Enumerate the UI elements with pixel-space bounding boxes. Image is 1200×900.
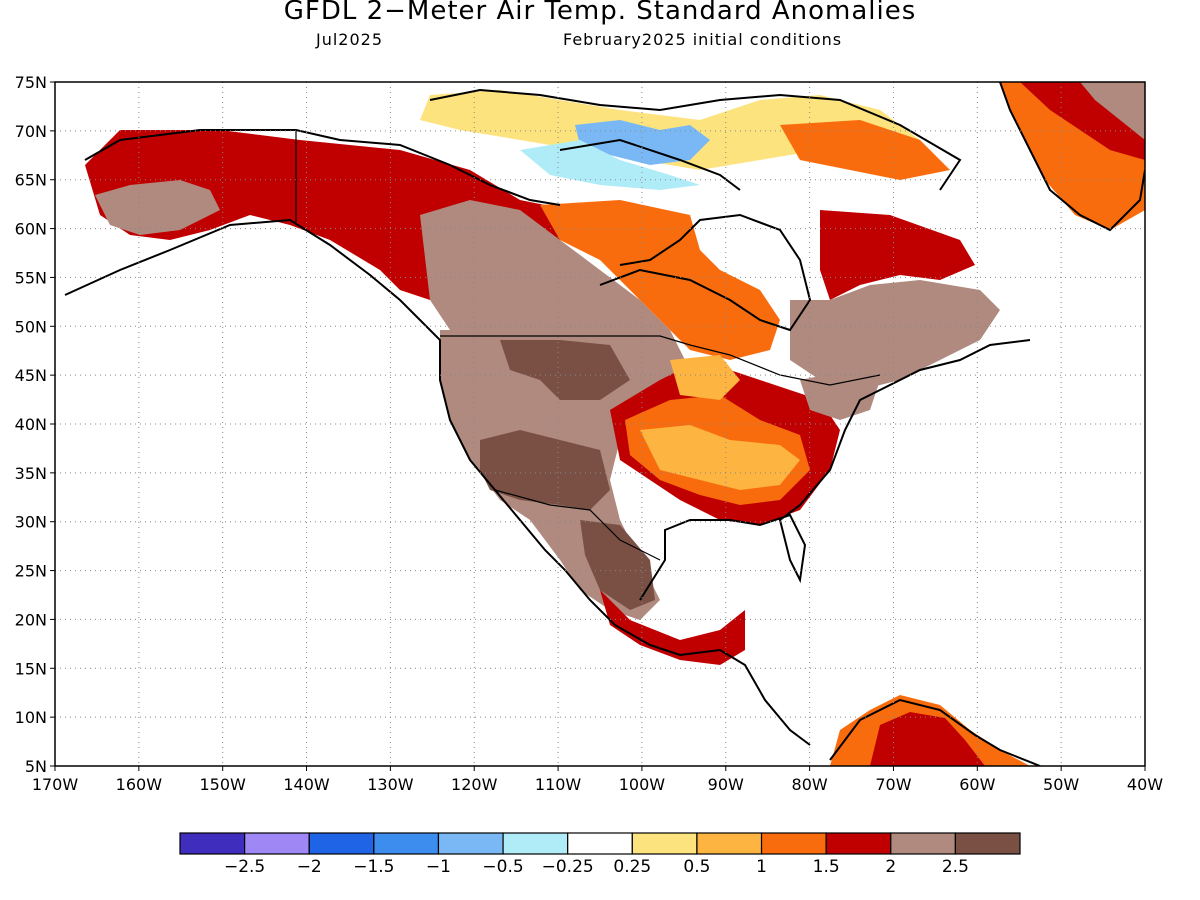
lat-tick-label: 15N	[15, 659, 47, 678]
lat-tick-label: 20N	[15, 610, 47, 629]
anomaly-region-central-america	[600, 590, 745, 665]
colorbar-swatch	[179, 832, 246, 855]
colorbar-label: 0.25	[613, 857, 651, 877]
colorbar-swatch	[567, 832, 633, 855]
coastline-greenland	[999, 82, 1145, 232]
latitude-labels: 75N 70N 65N 60N 55N 50N 45N 40N 35N 30N 25N 20N 15N 1…	[15, 73, 47, 776]
coastlines	[64, 82, 1145, 766]
lon-tick-label: 40W	[1127, 775, 1163, 794]
lat-tick-label: 40N	[15, 415, 47, 434]
anomaly-shading	[85, 82, 1145, 766]
colorbar-swatch	[825, 832, 892, 855]
colorbar-label: 2	[885, 857, 896, 877]
us-mexico-border	[494, 489, 661, 561]
colorbar-swatch	[308, 832, 375, 855]
colorbar-swatch	[373, 832, 440, 855]
colorbar-labels: −2.5 −2 −1.5 −1 −0.5 −0.25 0.25 0.5 1 1.5 2 2.5	[224, 857, 969, 877]
coastline-south-america	[829, 698, 1041, 766]
lon-tick-label: 50W	[1043, 775, 1079, 794]
lon-tick-label: 70W	[875, 775, 911, 794]
anomaly-region-southwest	[480, 430, 610, 510]
lat-tick-label: 45N	[15, 366, 47, 385]
lat-tick-label: 5N	[25, 757, 47, 776]
lon-tick-label: 150W	[200, 775, 247, 794]
colorbar-label: −0.25	[542, 857, 594, 877]
lon-tick-label: 140W	[283, 775, 330, 794]
lon-tick-label: 80W	[792, 775, 828, 794]
chart-title: GFDL 2−Meter Air Temp. Standard Anomalie…	[283, 0, 917, 26]
lon-tick-label: 160W	[116, 775, 163, 794]
lat-tick-label: 35N	[15, 464, 47, 483]
anomaly-region-upper-midwest	[670, 355, 740, 400]
anomaly-region-mexico	[580, 520, 655, 610]
lon-tick-label: 120W	[451, 775, 498, 794]
colorbar-label: 0.5	[683, 857, 710, 877]
anomaly-region-west-alaska	[95, 180, 220, 235]
colorbar-swatch	[890, 832, 956, 855]
colorbar	[179, 832, 1021, 855]
colorbar-swatch	[954, 832, 1021, 855]
lat-tick-label: 10N	[15, 708, 47, 727]
lat-tick-label: 70N	[15, 122, 47, 141]
lon-tick-label: 130W	[367, 775, 414, 794]
colorbar-swatch	[244, 832, 310, 855]
colorbar-swatch	[502, 832, 569, 855]
colorbar-label: −1	[426, 857, 451, 877]
lon-tick-label: 100W	[619, 775, 666, 794]
anomaly-region-arctic-orange	[780, 120, 950, 180]
anomaly-region-arctic-blue	[575, 120, 710, 165]
coastline-arctic-islands	[429, 88, 962, 191]
anomaly-region-rockies	[500, 340, 630, 400]
anomaly-region-eastern-canada	[790, 280, 1000, 390]
lon-tick-label: 60W	[959, 775, 995, 794]
lat-tick-label: 50N	[15, 317, 47, 336]
lat-tick-label: 30N	[15, 513, 47, 532]
lat-tick-label: 25N	[15, 562, 47, 581]
colorbar-label: 1.5	[813, 857, 840, 877]
coastline-north-america	[64, 213, 1031, 746]
anomaly-region-arctic-lightblue	[520, 140, 700, 190]
lat-tick-label: 65N	[15, 171, 47, 190]
us-canada-border	[440, 335, 881, 386]
lat-tick-label: 60N	[15, 220, 47, 239]
colorbar-swatch	[437, 832, 504, 855]
graticule	[50, 81, 1146, 771]
colorbar-swatch	[696, 832, 763, 855]
anomaly-region-south-america-red	[870, 712, 985, 766]
colorbar-label: −2	[297, 857, 322, 877]
colorbar-label: −0.5	[482, 857, 523, 877]
anomaly-region-quebec	[820, 210, 975, 300]
longitude-labels: 170W 160W 150W 140W 130W 120W 110W 100W 90W 80W 70…	[32, 775, 1163, 794]
map-frame	[54, 81, 1146, 767]
valid-month: Jul2025	[316, 30, 384, 49]
lon-tick-label: 110W	[535, 775, 582, 794]
lon-tick-label: 90W	[708, 775, 744, 794]
initial-conditions: February2025 initial conditions	[563, 30, 843, 49]
colorbar-swatch	[760, 832, 827, 855]
colorbar-swatch	[631, 832, 698, 855]
anomaly-region-hudson	[540, 200, 780, 360]
colorbar-label: −2.5	[224, 857, 265, 877]
lon-tick-label: 170W	[32, 775, 79, 794]
lat-tick-label: 55N	[15, 268, 47, 287]
anomaly-region-greenland-tan	[1080, 82, 1145, 140]
lat-tick-label: 75N	[15, 73, 47, 92]
colorbar-label: 1	[756, 857, 767, 877]
anomaly-region-central-us-yellow	[640, 425, 800, 490]
colorbar-label: −1.5	[353, 857, 394, 877]
colorbar-label: 2.5	[942, 857, 969, 877]
coastline-alaska	[84, 129, 561, 206]
